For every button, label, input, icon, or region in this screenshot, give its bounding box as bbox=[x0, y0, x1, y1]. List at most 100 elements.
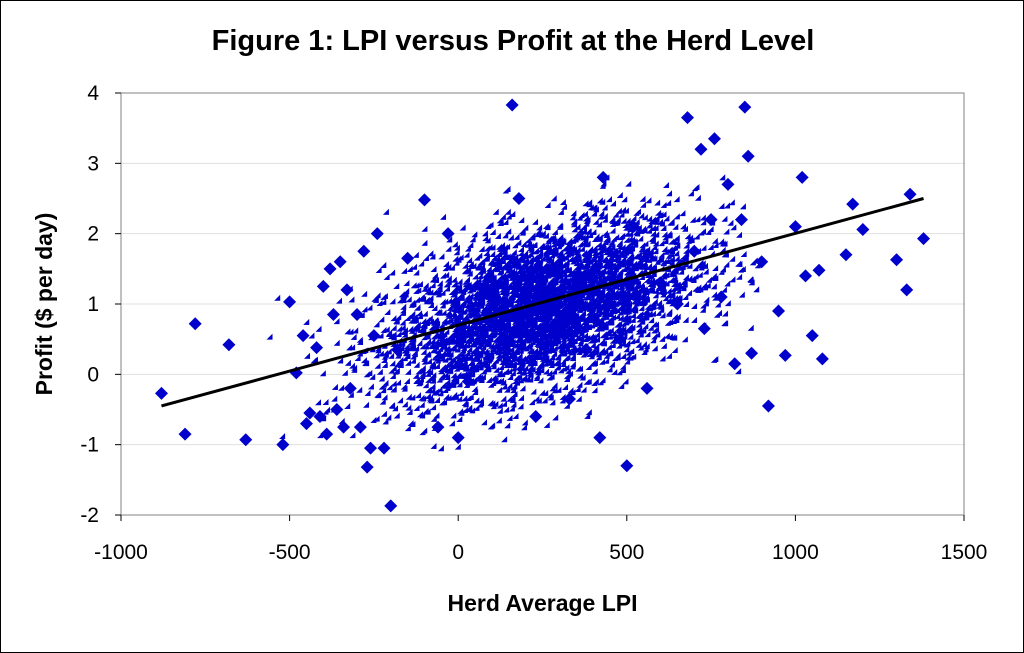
data-point bbox=[687, 244, 701, 258]
data-point bbox=[890, 253, 904, 267]
data-point bbox=[562, 392, 576, 406]
data-point bbox=[367, 329, 381, 343]
data-point bbox=[441, 227, 455, 241]
data-point bbox=[417, 193, 431, 207]
data-point bbox=[755, 255, 769, 269]
data-point bbox=[654, 276, 668, 290]
x-tick-label: 1000 bbox=[772, 541, 819, 564]
data-point bbox=[613, 332, 627, 346]
data-point bbox=[340, 283, 354, 297]
data-point bbox=[596, 170, 610, 184]
data-point bbox=[296, 329, 310, 343]
data-point bbox=[431, 420, 445, 434]
data-point bbox=[546, 262, 560, 276]
data-point bbox=[680, 111, 694, 125]
y-tick-label: 4 bbox=[87, 82, 99, 105]
data-point bbox=[343, 381, 357, 395]
data-point bbox=[714, 290, 728, 304]
data-point bbox=[620, 459, 634, 473]
data-point bbox=[350, 308, 364, 322]
data-point bbox=[384, 499, 398, 513]
x-tick-label: 500 bbox=[609, 541, 644, 564]
data-point bbox=[903, 187, 917, 201]
data-point bbox=[805, 329, 819, 343]
data-point bbox=[640, 381, 654, 395]
data-point bbox=[728, 357, 742, 371]
data-point bbox=[310, 341, 324, 355]
y-tick-label: 3 bbox=[87, 152, 99, 175]
data-point bbox=[529, 410, 543, 424]
data-point bbox=[451, 431, 465, 445]
data-point bbox=[761, 399, 775, 413]
data-point bbox=[738, 100, 752, 114]
data-point bbox=[391, 343, 405, 357]
point-cloud-marks bbox=[266, 174, 761, 452]
data-point bbox=[360, 460, 374, 474]
data-point bbox=[788, 220, 802, 234]
data-point bbox=[323, 262, 337, 276]
y-tick-label: -1 bbox=[80, 434, 99, 457]
trendline bbox=[161, 197, 924, 408]
x-tick-label: 1500 bbox=[941, 541, 988, 564]
data-point bbox=[495, 332, 509, 346]
data-point bbox=[377, 441, 391, 455]
x-axis-title: Herd Average LPI bbox=[447, 590, 637, 616]
data-point bbox=[505, 98, 519, 112]
data-point bbox=[579, 343, 593, 357]
data-point bbox=[815, 352, 829, 366]
data-point bbox=[333, 255, 347, 269]
data-point bbox=[627, 220, 641, 234]
y-tick-label: 0 bbox=[87, 363, 99, 386]
data-point bbox=[326, 308, 340, 322]
data-point bbox=[299, 417, 313, 431]
data-point bbox=[283, 295, 297, 309]
data-point bbox=[704, 213, 718, 227]
data-point bbox=[839, 248, 853, 262]
y-tick-label: -2 bbox=[80, 504, 99, 527]
data-point bbox=[900, 283, 914, 297]
x-tick-label: -500 bbox=[269, 541, 311, 564]
data-point bbox=[337, 420, 351, 434]
x-tick-label: 0 bbox=[452, 541, 464, 564]
data-point bbox=[707, 132, 721, 146]
data-point bbox=[593, 431, 607, 445]
data-point bbox=[799, 269, 813, 283]
data-point bbox=[370, 227, 384, 241]
data-point bbox=[917, 232, 931, 246]
data-point bbox=[353, 420, 367, 434]
data-point bbox=[795, 170, 809, 184]
data-point bbox=[856, 222, 870, 236]
y-tick-label: 1 bbox=[87, 293, 99, 316]
data-point bbox=[694, 142, 708, 156]
data-point bbox=[745, 346, 759, 360]
chart-title: Figure 1: LPI versus Profit at the Herd … bbox=[211, 25, 815, 57]
data-point bbox=[741, 149, 755, 163]
y-tick-label: 2 bbox=[87, 223, 99, 246]
data-point bbox=[276, 438, 290, 452]
data-point bbox=[721, 177, 735, 191]
data-point bbox=[154, 386, 168, 400]
data-point bbox=[478, 279, 492, 293]
data-point bbox=[320, 427, 334, 441]
data-point bbox=[316, 279, 330, 293]
data-point bbox=[401, 251, 415, 265]
data-point bbox=[512, 192, 526, 205]
data-point bbox=[846, 197, 860, 211]
data-points bbox=[154, 98, 931, 513]
y-axis-title: Profit ($ per day) bbox=[31, 213, 57, 396]
data-point bbox=[222, 338, 236, 352]
data-point bbox=[330, 403, 344, 416]
data-point bbox=[239, 433, 253, 447]
x-tick-label: -1000 bbox=[94, 541, 148, 564]
data-point bbox=[364, 441, 378, 455]
data-point bbox=[303, 406, 317, 420]
data-point bbox=[357, 244, 371, 258]
data-point bbox=[697, 322, 711, 336]
data-point bbox=[313, 410, 327, 424]
data-point bbox=[178, 427, 192, 441]
data-point bbox=[188, 317, 202, 331]
data-point bbox=[812, 263, 826, 277]
point-cloud bbox=[266, 174, 761, 452]
data-point bbox=[670, 297, 684, 311]
